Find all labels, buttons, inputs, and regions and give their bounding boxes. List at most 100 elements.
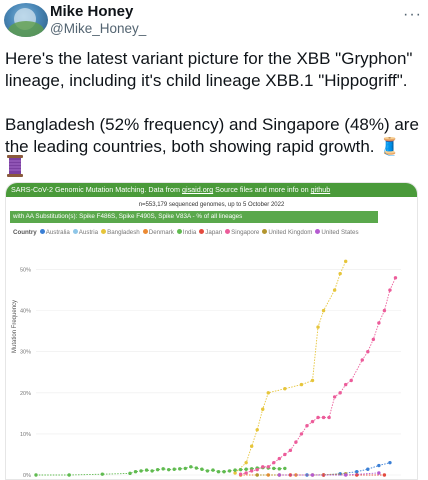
more-options-icon[interactable]: ··· <box>403 6 422 23</box>
y-axis-title: Mutation Frequency <box>12 299 18 353</box>
tweet-paragraph-1: Here's the latest variant picture for th… <box>5 49 413 90</box>
y-tick-label: 20% <box>20 391 31 397</box>
data-point <box>332 288 337 292</box>
data-point <box>133 470 138 474</box>
data-point <box>238 467 243 472</box>
chart-card-title: SARS-CoV-2 Genomic Mutation Matching. Da… <box>6 183 417 197</box>
data-point <box>266 465 270 469</box>
y-tick-label: 50% <box>20 268 31 274</box>
legend-item-united-states[interactable]: United States <box>315 229 359 236</box>
data-point <box>249 469 254 473</box>
legend-swatch <box>72 229 78 234</box>
legend-swatch <box>101 229 107 234</box>
data-point <box>332 395 337 399</box>
data-point <box>366 350 370 354</box>
y-tick-label: 10% <box>20 432 31 438</box>
data-point <box>200 467 204 471</box>
data-point <box>377 463 381 468</box>
data-point <box>288 448 293 453</box>
github-link[interactable]: github <box>310 185 331 194</box>
legend-label: United States <box>321 229 359 236</box>
legend-item-united-kingdom[interactable]: United Kingdom <box>262 229 312 236</box>
legend-item-japan[interactable]: Japan <box>199 229 222 236</box>
data-point <box>360 358 364 362</box>
data-point <box>338 391 342 395</box>
data-point <box>294 473 298 477</box>
data-point <box>288 473 293 477</box>
data-point <box>244 471 248 475</box>
legend-label: Denmark <box>148 229 174 236</box>
data-point <box>277 473 282 477</box>
avatar[interactable] <box>4 3 48 37</box>
chart-card[interactable]: SARS-CoV-2 Genomic Mutation Matching. Da… <box>5 182 418 480</box>
data-point <box>161 467 165 471</box>
data-point <box>67 473 71 477</box>
data-point <box>321 415 326 420</box>
data-point <box>343 259 348 264</box>
legend-item-india[interactable]: India <box>176 229 196 236</box>
data-point <box>377 321 381 325</box>
legend-swatch <box>176 229 182 234</box>
data-point <box>294 440 298 444</box>
data-point <box>222 470 226 474</box>
data-point <box>371 337 376 342</box>
y-tick-label: 30% <box>20 350 31 356</box>
data-point <box>128 471 132 476</box>
legend-item-denmark[interactable]: Denmark <box>142 229 174 236</box>
legend-swatch <box>225 229 231 234</box>
data-point <box>310 378 315 383</box>
legend-item-bangladesh[interactable]: Bangladesh <box>101 229 140 236</box>
data-point <box>310 419 315 424</box>
data-point <box>283 452 287 457</box>
data-point <box>167 467 171 472</box>
legend-label: Japan <box>205 229 223 236</box>
data-point <box>349 378 353 383</box>
legend-label: United Kingdom <box>268 229 313 236</box>
data-point <box>382 308 387 313</box>
data-point <box>227 469 232 473</box>
chart-plot: 0%10%20%30%40%50%Aug 2022Sep 2022Oct 202… <box>20 259 401 479</box>
data-point <box>316 415 320 420</box>
legend-swatch <box>315 229 321 234</box>
legend-swatch <box>142 229 148 234</box>
author-handle[interactable]: @Mike_Honey_ <box>50 21 147 36</box>
title-middle: Source files and more info on <box>213 185 311 194</box>
legend-swatch <box>262 229 268 234</box>
data-point <box>100 472 105 476</box>
tweet-header: Mike Honey @Mike_Honey_ ··· <box>0 0 428 40</box>
data-point <box>266 391 270 395</box>
legend-title: Country <box>13 229 37 236</box>
legend-item-singapore[interactable]: Singapore <box>225 229 259 236</box>
gisaid-link[interactable]: gisaid.org <box>181 185 214 194</box>
series-line <box>240 277 396 475</box>
y-tick-label: 40% <box>20 309 31 315</box>
author-name[interactable]: Mike Honey <box>50 3 134 20</box>
data-point <box>377 471 381 475</box>
data-point <box>277 467 282 471</box>
data-point <box>233 468 237 472</box>
legend-item-austria[interactable]: Austria <box>72 229 98 236</box>
data-point <box>343 473 348 477</box>
data-point <box>183 466 188 471</box>
data-point <box>310 473 315 477</box>
data-point <box>139 469 143 473</box>
data-point <box>261 465 265 469</box>
data-point <box>321 308 326 313</box>
legend-item-australia[interactable]: Australia <box>39 229 70 236</box>
data-point <box>393 276 398 280</box>
legend-label: Singapore <box>231 229 260 236</box>
data-point <box>233 471 237 475</box>
data-point <box>255 428 259 432</box>
data-point <box>277 456 282 461</box>
data-point <box>272 460 276 465</box>
legend-label: Australia <box>45 229 70 236</box>
data-point <box>216 470 221 474</box>
data-point <box>272 466 276 471</box>
data-point <box>244 460 248 465</box>
data-point <box>388 288 392 292</box>
data-point <box>388 460 392 465</box>
data-point <box>283 466 287 471</box>
data-point <box>238 472 243 476</box>
tweet-paragraph-2: Bangladesh (52% frequency) and Singapore… <box>5 115 419 156</box>
data-point <box>155 467 160 472</box>
